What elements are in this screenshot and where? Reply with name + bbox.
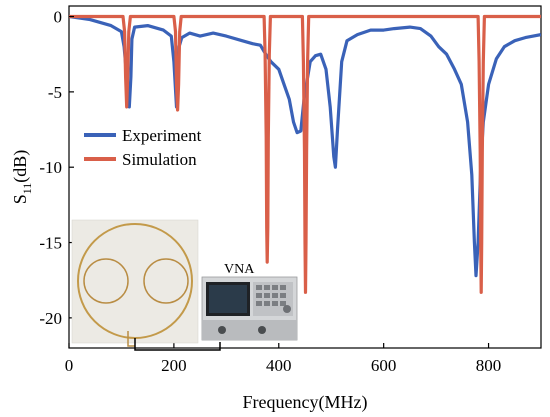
vna-knob <box>283 305 291 313</box>
vna-key <box>280 285 286 290</box>
legend-label-experiment: Experiment <box>122 126 202 145</box>
series-line-experiment <box>69 14 541 278</box>
vna-port-2 <box>258 326 266 334</box>
vna-key <box>280 293 286 298</box>
vna-key <box>256 301 262 306</box>
vna-key <box>272 293 278 298</box>
right-inner-ring <box>143 258 189 304</box>
y-tick-label: -10 <box>39 158 62 177</box>
vna-key <box>264 301 270 306</box>
vna-screen-display <box>209 285 247 313</box>
legend: Experiment Simulation <box>84 126 202 169</box>
vna-key <box>272 285 278 290</box>
vna-key <box>272 301 278 306</box>
vna-port-1 <box>218 326 226 334</box>
x-tick-label: 200 <box>161 356 187 375</box>
y-axis-title-unit: (dB) <box>10 150 31 183</box>
x-tick-label: 800 <box>476 356 502 375</box>
series-line-simulation <box>69 14 541 294</box>
x-tick-label: 400 <box>266 356 292 375</box>
vna-key <box>256 293 262 298</box>
x-tick-label: 600 <box>371 356 397 375</box>
vna-label: VNA <box>224 262 255 277</box>
vna-key <box>256 285 262 290</box>
y-axis-title-main: S <box>10 194 30 204</box>
connection-cable <box>134 338 221 351</box>
plot-frame <box>68 5 542 349</box>
inset-vna-photo: VNA <box>201 262 298 341</box>
svg-text:S11(dB): S11(dB) <box>10 150 34 205</box>
y-tick-label: -5 <box>48 83 62 102</box>
x-tick-label: 0 <box>65 356 74 375</box>
y-axis-title: S11(dB) <box>10 150 34 205</box>
vna-key <box>264 293 270 298</box>
vna-key <box>264 285 270 290</box>
legend-label-simulation: Simulation <box>122 150 197 169</box>
inset-antenna-photo <box>71 219 199 347</box>
y-axis-title-subscript: 11 <box>20 183 34 195</box>
x-axis-title: Frequency(MHz) <box>243 392 368 413</box>
y-tick-label: -20 <box>39 309 62 328</box>
vna-key <box>280 301 286 306</box>
left-inner-ring <box>83 258 129 304</box>
series-layer <box>69 14 541 294</box>
y-tick-label: 0 <box>54 8 63 27</box>
feed-lead <box>127 331 135 347</box>
y-tick-label: -15 <box>39 234 62 253</box>
vna-port-panel <box>202 320 297 340</box>
inset-photo-background <box>71 219 199 344</box>
